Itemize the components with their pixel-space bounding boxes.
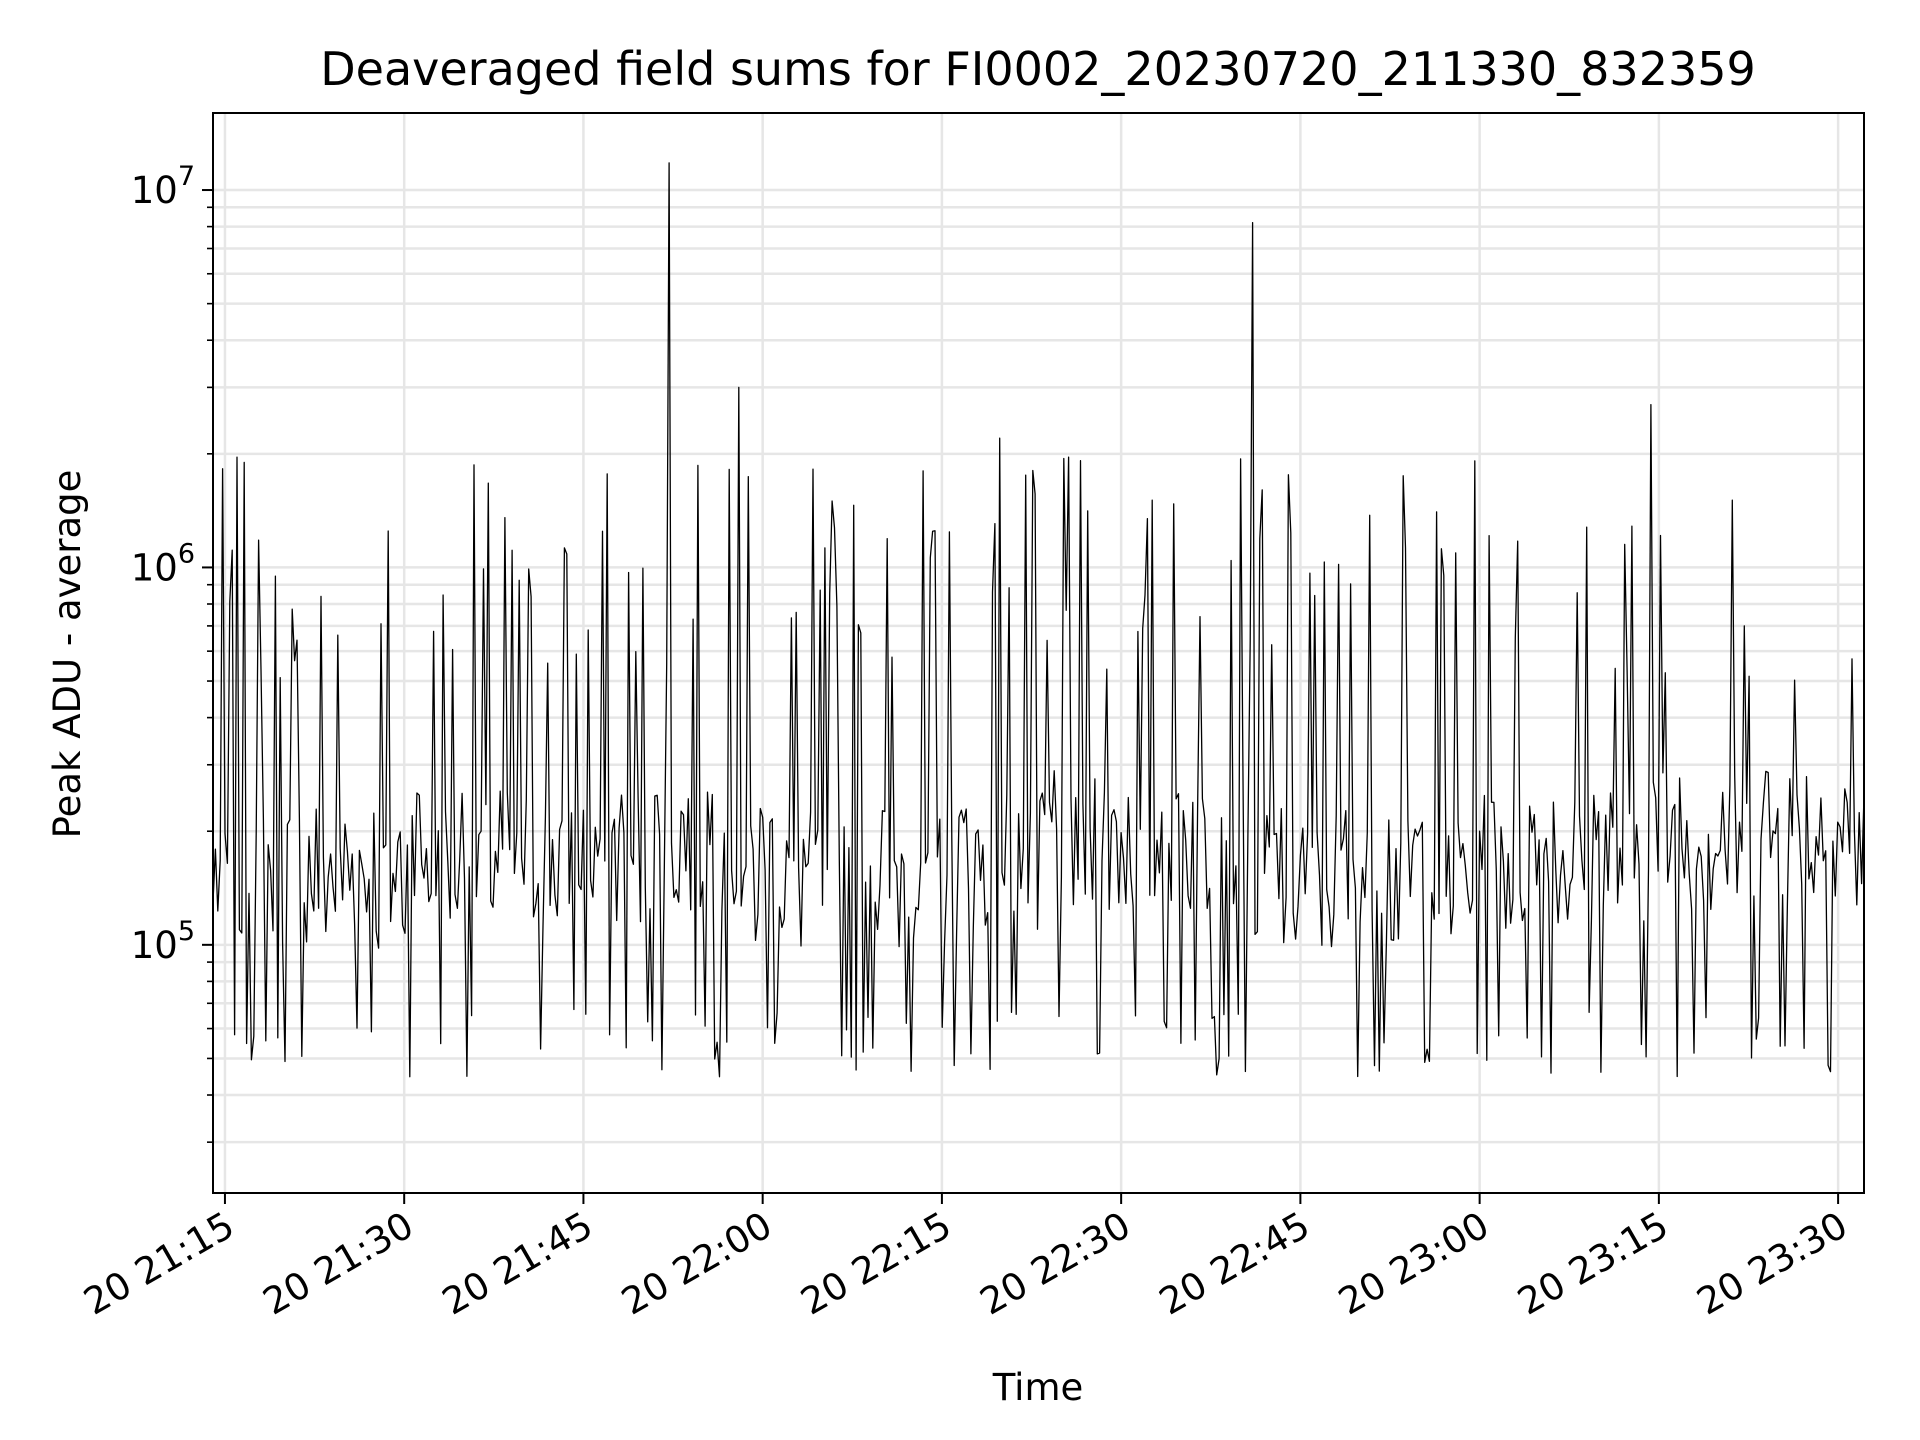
x-axis-label: Time <box>992 1366 1084 1409</box>
y-axis-label: Peak ADU - average <box>46 470 89 839</box>
plot-frame <box>212 112 1865 1194</box>
grid <box>213 113 1864 1193</box>
series-line <box>212 162 1865 1078</box>
chart-title: Deaveraged field sums for FI0002_2023072… <box>320 42 1756 96</box>
